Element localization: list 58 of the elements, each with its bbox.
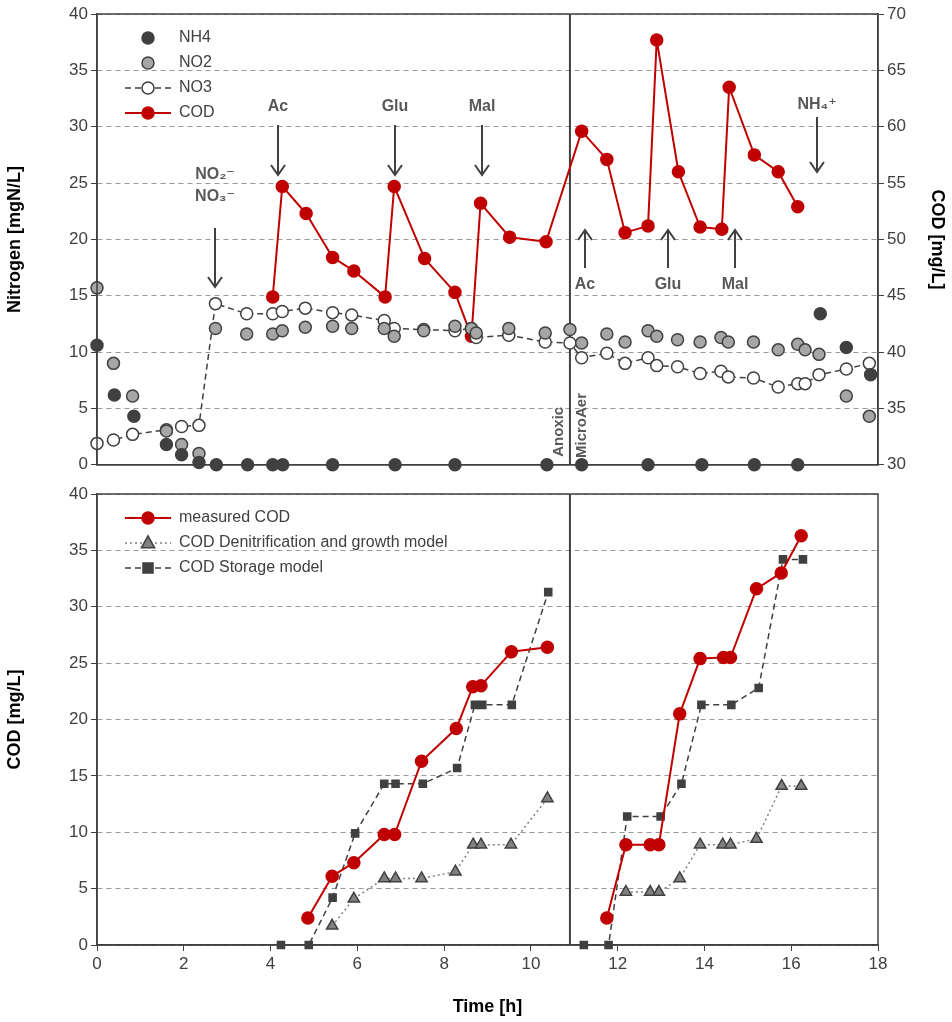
y-tick-label: 30 <box>69 596 88 616</box>
y-tick-label: 5 <box>78 878 88 898</box>
annotation: Ac <box>574 275 596 293</box>
x-tick-label: 4 <box>265 953 276 973</box>
annotation: Mal <box>468 97 496 115</box>
y-tick-label: 0 <box>78 454 88 474</box>
y2-tick-label: 65 <box>887 60 906 80</box>
y2-tick-label: 60 <box>887 116 906 136</box>
y2-tick-label: 35 <box>887 398 906 418</box>
y-tick-label: 15 <box>69 285 88 305</box>
legend-label: NO3 <box>179 78 212 96</box>
y-tick-label: 10 <box>69 821 88 841</box>
legend-label: COD Denitrification and growth model <box>179 533 448 551</box>
y-tick-label: 40 <box>69 3 88 23</box>
annotation: NH₄⁺ <box>797 95 837 113</box>
legend-label: measured COD <box>179 508 291 526</box>
annotation: Glu <box>654 275 682 293</box>
legend-label: NH4 <box>179 28 212 46</box>
annotation: MicroAer <box>572 392 590 458</box>
y-tick-label: 35 <box>69 540 88 560</box>
y2-tick-label: 70 <box>887 3 906 23</box>
x-tick-label: 8 <box>439 953 449 973</box>
ref-line-label: Anoxic <box>548 406 566 457</box>
x-tick-label: 6 <box>352 953 363 973</box>
legend-label: NO2 <box>179 53 212 71</box>
annotation: Glu <box>381 97 409 115</box>
y-tick-label: 10 <box>69 341 88 361</box>
y-axis-title: COD [mg/L] <box>3 669 24 770</box>
y2-tick-label: 55 <box>887 172 906 192</box>
y-tick-label: 30 <box>69 116 88 136</box>
x-axis-title: Time [h] <box>452 996 523 1017</box>
x-tick-label: 2 <box>179 953 189 973</box>
legend-label: COD <box>179 103 215 121</box>
y-tick-label: 5 <box>78 398 88 418</box>
y2-axis-title: COD [mg/L] <box>928 189 949 290</box>
x-tick-label: 12 <box>608 953 628 973</box>
x-tick-label: 18 <box>868 953 888 973</box>
y-axis-title: Nitrogen [mgN/L] <box>3 165 24 313</box>
y2-tick-label: 30 <box>887 454 906 474</box>
annotation: Mal <box>721 275 749 293</box>
y2-tick-label: 40 <box>887 341 906 361</box>
y-tick-label: 25 <box>69 652 88 672</box>
y-tick-label: 0 <box>78 934 88 954</box>
x-tick-label: 14 <box>694 953 714 973</box>
annotation: NO₂⁻ NO₃⁻ <box>195 165 235 205</box>
y-tick-label: 40 <box>69 483 88 503</box>
y-tick-label: 20 <box>69 709 88 729</box>
y2-tick-label: 45 <box>887 285 906 305</box>
x-tick-label: 0 <box>92 953 102 973</box>
y2-tick-label: 50 <box>887 229 906 249</box>
y-tick-label: 15 <box>69 765 88 785</box>
y-tick-label: 20 <box>69 229 88 249</box>
annotation: Ac <box>267 97 289 115</box>
y-tick-label: 35 <box>69 60 88 80</box>
x-tick-label: 10 <box>521 953 541 973</box>
y-tick-label: 25 <box>69 172 88 192</box>
x-tick-label: 16 <box>781 953 801 973</box>
legend-label: COD Storage model <box>179 558 324 576</box>
